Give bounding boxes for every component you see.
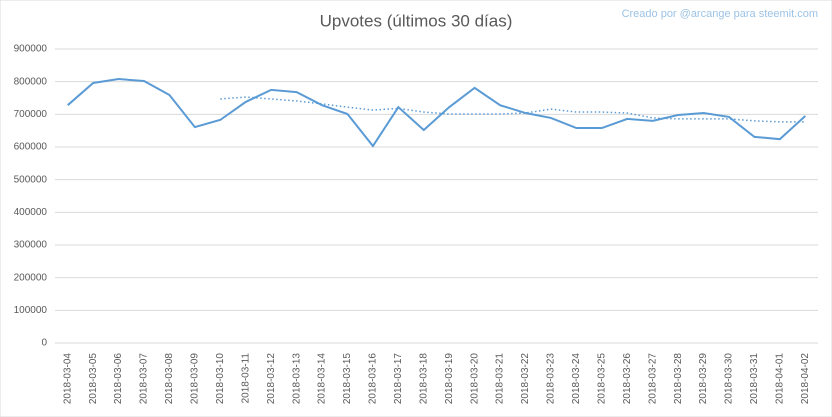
x-tick-label: 2018-03-30 — [724, 353, 735, 405]
x-tick-label: 2018-03-31 — [749, 353, 760, 405]
x-tick-label: 2018-03-12 — [266, 353, 277, 405]
y-tick-label: 100000 — [14, 305, 48, 316]
x-tick-label: 2018-03-07 — [139, 353, 150, 405]
x-tick-label: 2018-03-19 — [444, 353, 455, 405]
x-tick-label: 2018-03-24 — [571, 353, 582, 405]
x-tick-label: 2018-03-21 — [495, 353, 506, 405]
x-tick-label: 2018-03-18 — [418, 353, 429, 405]
x-tick-label: 2018-03-25 — [596, 353, 607, 405]
x-tick-label: 2018-03-26 — [622, 353, 633, 405]
x-tick-label: 2018-03-13 — [291, 353, 302, 405]
x-tick-label: 2018-03-10 — [215, 353, 226, 405]
x-tick-label: 2018-04-02 — [800, 353, 811, 405]
y-tick-label: 700000 — [14, 109, 48, 120]
x-tick-label: 2018-03-17 — [393, 353, 404, 405]
y-tick-label: 500000 — [14, 174, 48, 185]
y-tick-label: 800000 — [14, 76, 48, 87]
x-tick-label: 2018-03-20 — [469, 353, 480, 405]
x-tick-label: 2018-03-27 — [647, 353, 658, 405]
data-line — [67, 78, 806, 148]
x-tick-label: 2018-03-22 — [520, 353, 531, 405]
x-tick-label: 2018-03-14 — [317, 353, 328, 405]
chart-title: Upvotes (últimos 30 días) — [320, 11, 513, 30]
x-tick-label: 2018-03-16 — [368, 353, 379, 405]
x-tick-label: 2018-03-11 — [240, 353, 251, 404]
y-tick-label: 600000 — [14, 142, 48, 153]
x-tick-label: 2018-03-28 — [673, 353, 684, 405]
x-tick-label: 2018-03-29 — [698, 353, 709, 405]
y-tick-label: 400000 — [14, 207, 48, 218]
x-tick-label: 2018-03-08 — [164, 353, 175, 405]
x-tick-label: 2018-03-23 — [546, 353, 557, 405]
y-tick-label: 0 — [41, 338, 47, 349]
credit: Creado por @arcange para steemit.com — [622, 8, 818, 20]
x-tick-label: 2018-04-01 — [774, 353, 785, 405]
x-tick-label: 2018-03-15 — [342, 353, 353, 405]
y-tick-label: 900000 — [14, 44, 48, 55]
x-tick-label: 2018-03-04 — [62, 353, 73, 405]
y-tick-label: 300000 — [14, 240, 48, 251]
x-tick-label: 2018-03-06 — [113, 353, 124, 405]
y-tick-label: 200000 — [14, 272, 48, 283]
x-tick-label: 2018-03-05 — [88, 353, 99, 405]
x-tick-label: 2018-03-09 — [190, 353, 201, 405]
